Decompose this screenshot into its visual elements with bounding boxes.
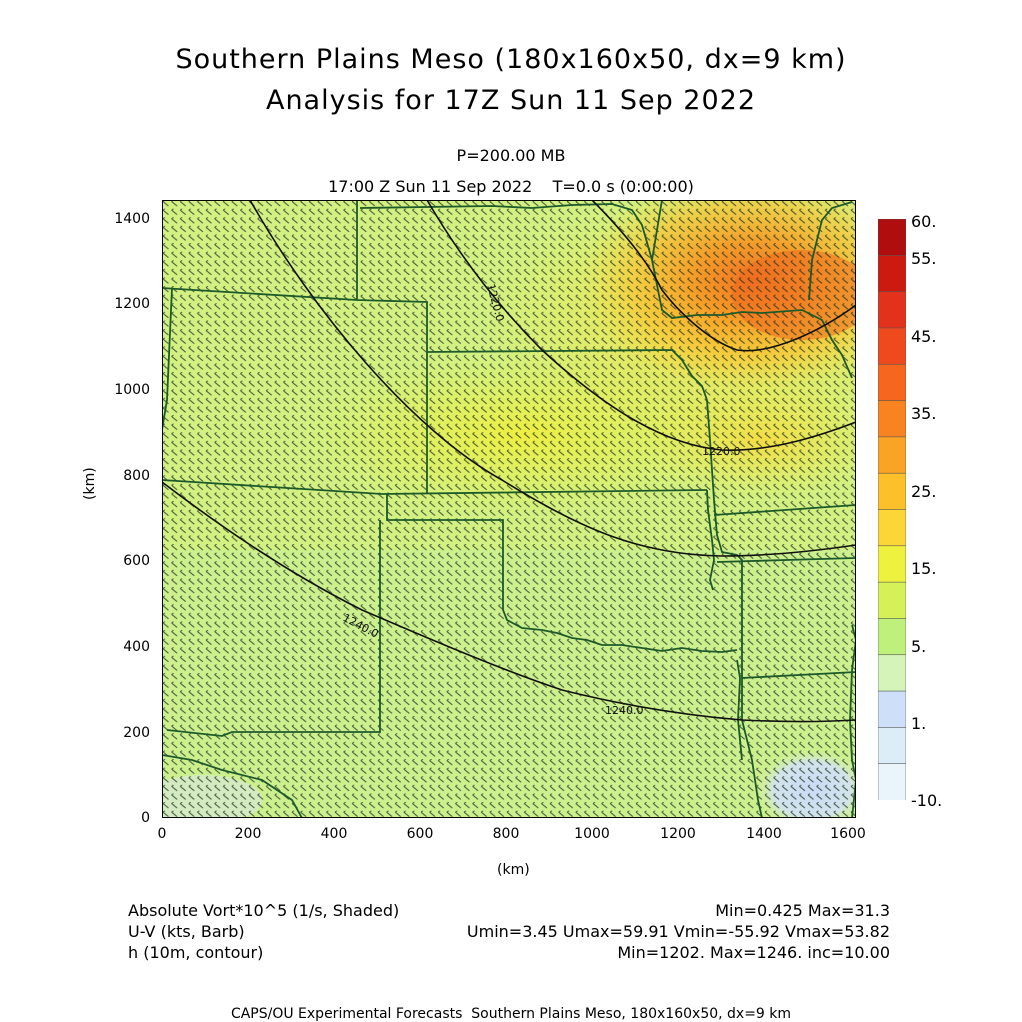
legend-field-vorticity: Absolute Vort*10^5 (1/s, Shaded) [128, 901, 400, 920]
footer-credit: CAPS/OU Experimental Forecasts Southern … [230, 1006, 792, 1022]
y-tick-label: 1400 [114, 211, 150, 227]
y-tick-label: 400 [123, 639, 150, 655]
colorbar-label: 15. [911, 559, 937, 578]
y-axis-label: (km) [82, 467, 98, 500]
map-panel: 1220.0 1220.0 1240.0 1240.0 [162, 200, 856, 818]
legend-stats-wind: Umin=3.45 Umax=59.91 Vmin=-55.92 Vmax=53… [466, 922, 890, 941]
colorbar-label: 35. [911, 404, 937, 423]
colorbar-swatch [878, 509, 906, 547]
x-tick-label: 0 [157, 826, 167, 842]
y-tick-label: 0 [141, 810, 150, 826]
contour-label: 1240.0 [605, 704, 644, 717]
colorbar-swatch [878, 654, 906, 692]
valid-time-label: 17:00 Z Sun 11 Sep 2022 T=0.0 s (0:00:00… [328, 177, 694, 196]
y-tick-label: 1000 [114, 382, 150, 398]
map-svg: 1220.0 1220.0 1240.0 1240.0 [162, 200, 856, 818]
colorbar-swatch [878, 727, 906, 765]
colorbar-swatch [878, 436, 906, 474]
y-tick-label: 800 [123, 468, 150, 484]
legend-stats-vorticity: Min=0.425 Max=31.3 [715, 901, 890, 920]
colorbar-label: 5. [911, 637, 927, 656]
colorbar-swatch [878, 763, 906, 800]
colorbar-swatch [878, 363, 906, 402]
title-line-1: Southern Plains Meso (180x160x50, dx=9 k… [175, 44, 847, 75]
colorbar-swatch [878, 581, 906, 620]
state-boundaries [162, 200, 856, 818]
x-tick-label: 200 [234, 826, 262, 842]
colorbar-label: 1. [911, 714, 927, 733]
colorbar-label: 25. [911, 482, 937, 501]
colorbar-swatch [878, 327, 906, 366]
x-tick-label: 1600 [830, 826, 866, 842]
y-tick-label: 1200 [114, 296, 150, 312]
colorbar-label: -10. [911, 791, 943, 810]
x-tick-label: 1400 [746, 826, 782, 842]
x-tick-label: 400 [320, 826, 348, 842]
colorbar-swatch [878, 545, 906, 583]
wind-barbs [162, 200, 856, 818]
y-tick-label: 200 [123, 725, 150, 741]
colorbar-label: 60. [911, 212, 937, 231]
colorbar-swatch [878, 690, 906, 729]
colorbar-label: 45. [911, 327, 937, 346]
colorbar-swatch [878, 618, 906, 656]
contour-label: 1220.0 [702, 445, 741, 458]
legend-field-height: h (10m, contour) [128, 943, 264, 962]
title-line-2: Analysis for 17Z Sun 11 Sep 2022 [265, 85, 757, 116]
pressure-level-label: P=200.00 MB [456, 146, 566, 165]
x-tick-label: 1000 [574, 826, 610, 842]
colorbar-swatch [878, 219, 906, 257]
colorbar-swatch [878, 472, 906, 511]
x-axis-label: (km) [497, 862, 530, 878]
x-tick-label: 1200 [660, 826, 696, 842]
y-tick-label: 600 [123, 553, 150, 569]
colorbar [878, 219, 906, 800]
x-tick-label: 600 [406, 826, 434, 842]
legend-field-wind: U-V (kts, Barb) [128, 922, 245, 941]
colorbar-swatch [878, 255, 906, 293]
legend-stats-height: Min=1202. Max=1246. inc=10.00 [617, 943, 890, 962]
colorbar-swatch [878, 291, 906, 329]
height-contours [162, 200, 856, 723]
map-frame [162, 200, 856, 818]
x-tick-label: 800 [492, 826, 520, 842]
colorbar-label: 55. [911, 249, 937, 268]
colorbar-swatch [878, 400, 906, 438]
